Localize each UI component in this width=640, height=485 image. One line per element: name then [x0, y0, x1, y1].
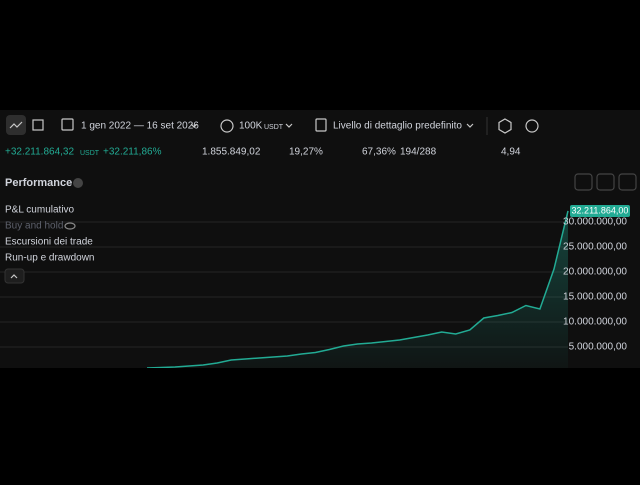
coin-icon[interactable]: [220, 119, 234, 133]
last-value-badge: [570, 204, 630, 217]
legend-item[interactable]: P&L cumulativo: [5, 205, 75, 216]
area: [147, 210, 568, 368]
win-rate: 67,36%: [362, 147, 396, 158]
calendar-icon[interactable]: [61, 118, 74, 131]
chevron: [190, 123, 198, 128]
line-icon: [9, 121, 23, 129]
snapshot-button[interactable]: [596, 173, 615, 191]
chart: [0, 210, 569, 368]
legend-item[interactable]: Buy and hold: [5, 221, 63, 232]
y-tick-label: 20.000.000,00: [563, 267, 627, 278]
chevron: [466, 123, 474, 128]
drawdown: 1.855.849,02: [202, 147, 261, 158]
legend-item[interactable]: Run-up e drawdown: [5, 253, 95, 264]
help-icon[interactable]: [73, 178, 83, 188]
pnl-line: [146, 210, 569, 368]
table-icon[interactable]: [32, 119, 44, 131]
y-tick-label: 25.000.000,00: [563, 242, 627, 253]
capital[interactable]: 100K: [239, 121, 263, 132]
chevron: [285, 123, 293, 128]
profit-factor: 4,94: [501, 147, 521, 158]
y-tick-label: 30.000.000,00: [563, 217, 627, 228]
fullscreen-button[interactable]: [618, 173, 637, 191]
y-tick-label: 10.000.000,00: [563, 317, 627, 328]
net-profit-pct: +32.211,86%: [103, 147, 162, 158]
last-value-label: 32.211.864,00: [572, 205, 629, 215]
chart-view-button[interactable]: [6, 115, 26, 135]
y-tick-label: 5.000.000,00: [569, 342, 628, 353]
chevron: [10, 274, 18, 279]
eye-icon[interactable]: [64, 222, 76, 230]
settings-button[interactable]: [574, 173, 593, 191]
alert-icon[interactable]: [525, 119, 539, 133]
capital-unit: USDT: [264, 124, 284, 131]
date-range[interactable]: 1 gen 2022 — 16 set 2026: [81, 121, 199, 132]
drawdown-pct: 19,27%: [289, 147, 323, 158]
y-tick-label: 15.000.000,00: [563, 292, 627, 303]
trades: 194/288: [400, 147, 437, 158]
net-profit-unit: USDT: [80, 150, 100, 157]
detail-icon[interactable]: [315, 118, 327, 132]
settings-icon[interactable]: [498, 118, 512, 134]
section-title: Performance: [5, 177, 72, 189]
net-profit: +32.211.864,32: [5, 147, 74, 158]
legend-item[interactable]: Escursioni dei trade: [5, 237, 93, 248]
detail-level[interactable]: Livello di dettaglio predefinito: [333, 121, 462, 132]
